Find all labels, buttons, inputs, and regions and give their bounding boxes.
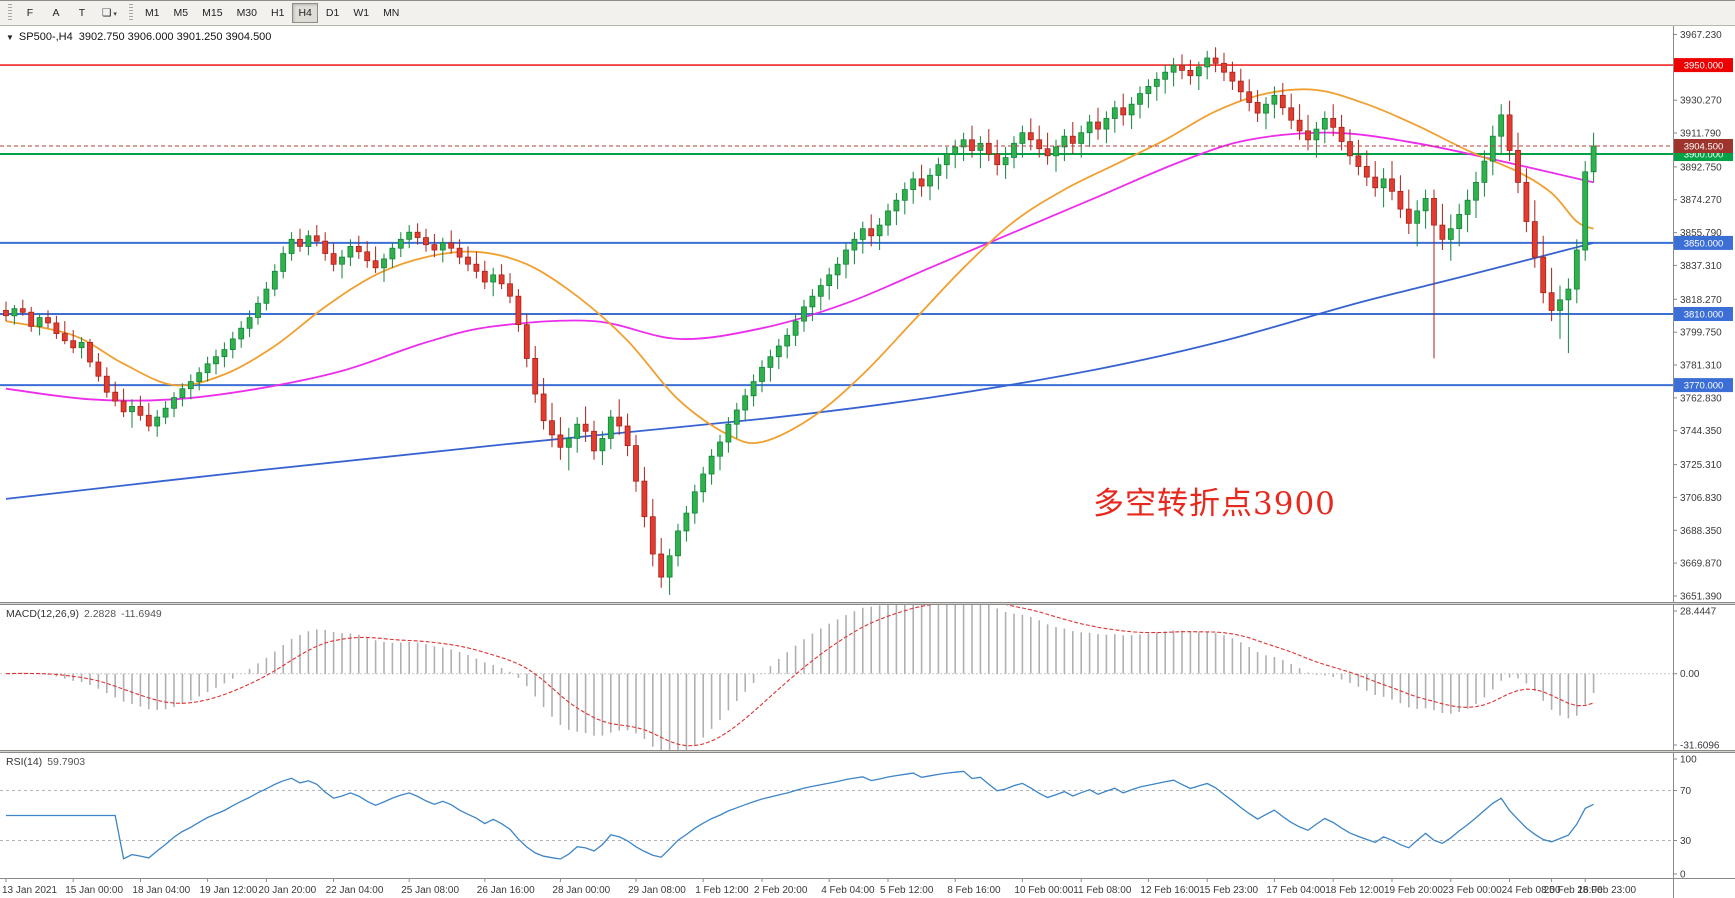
svg-text:3900.000: 3900.000 — [1684, 150, 1724, 161]
macd-pane[interactable] — [0, 597, 1673, 757]
svg-text:12 Feb 16:00: 12 Feb 16:00 — [1140, 885, 1199, 896]
macd-label: MACD(12,26,9) 2.2828 -11.6949 — [6, 608, 162, 620]
svg-text:3950.000: 3950.000 — [1684, 61, 1724, 72]
macd-value-signal: -11.6949 — [121, 608, 162, 620]
chart-canvas[interactable]: 3967.230 3930.270 3911.790 3892.750 3874.270… — [0, 26, 1735, 898]
timeframes-group: M1 M5 M15 M30 H1 H4 D1 W1 MN — [138, 3, 406, 23]
main-toolbar: F A T ❏ ▾ M1 M5 M15 M30 H1 H4 D1 W1 MN — [0, 0, 1735, 26]
svg-text:3892.750: 3892.750 — [1680, 162, 1722, 173]
svg-text:3904.500: 3904.500 — [1684, 142, 1724, 153]
svg-text:0: 0 — [1680, 870, 1686, 881]
svg-text:3688.350: 3688.350 — [1680, 526, 1722, 537]
arrow-tool-button[interactable]: A — [44, 3, 68, 23]
svg-text:15 Feb 23:00: 15 Feb 23:00 — [1199, 885, 1258, 896]
tf-button-m30[interactable]: M30 — [231, 3, 263, 23]
svg-text:24 Feb 08:00: 24 Feb 08:00 — [1502, 885, 1561, 896]
toolbar-grip[interactable] — [128, 4, 133, 22]
svg-text:22 Jan 04:00: 22 Jan 04:00 — [326, 885, 384, 896]
svg-text:15 Jan 00:00: 15 Jan 00:00 — [65, 885, 123, 896]
svg-text:25 Jan 08:00: 25 Jan 08:00 — [401, 885, 459, 896]
svg-text:11 Feb 08:00: 11 Feb 08:00 — [1073, 885, 1132, 896]
ma-fast — [5, 88, 1594, 445]
tf-button-m15[interactable]: M15 — [196, 3, 228, 23]
rsi-label: RSI(14) 59.7903 — [6, 756, 85, 768]
svg-text:28.4447: 28.4447 — [1680, 607, 1717, 618]
svg-text:18 Jan 04:00: 18 Jan 04:00 — [132, 885, 190, 896]
svg-text:3818.270: 3818.270 — [1680, 295, 1722, 306]
svg-text:17 Feb 04:00: 17 Feb 04:00 — [1266, 885, 1325, 896]
ma-mid — [5, 131, 1594, 402]
main-price-pane[interactable] — [0, 47, 1673, 595]
svg-text:2 Feb 20:00: 2 Feb 20:00 — [754, 885, 808, 896]
svg-text:4 Feb 04:00: 4 Feb 04:00 — [821, 885, 875, 896]
objects-tool-button[interactable]: ❏ ▾ — [96, 3, 123, 23]
svg-text:8 Feb 16:00: 8 Feb 16:00 — [947, 885, 1001, 896]
tf-button-h1[interactable]: H1 — [265, 3, 290, 23]
svg-text:3706.830: 3706.830 — [1680, 493, 1722, 504]
dropdown-caret-icon: ▾ — [113, 11, 117, 18]
svg-text:23 Feb 00:00: 23 Feb 00:00 — [1443, 885, 1502, 896]
svg-text:25 Feb 16:00: 25 Feb 16:00 — [1544, 885, 1603, 896]
text-tool-button[interactable]: T — [70, 3, 94, 23]
time-axis[interactable]: 13 Jan 2021 15 Jan 00:00 18 Jan 04:00 19 Ja… — [0, 878, 1735, 896]
tools-group: F A T ❏ ▾ — [17, 3, 124, 23]
svg-text:3911.790: 3911.790 — [1680, 129, 1721, 140]
svg-text:3744.350: 3744.350 — [1680, 426, 1722, 437]
file-tool-button[interactable]: F — [18, 3, 42, 23]
symbol-timeframe-label: SP500-,H4 — [18, 31, 73, 43]
svg-text:18 Feb 12:00: 18 Feb 12:00 — [1325, 885, 1384, 896]
svg-text:0.00: 0.00 — [1680, 669, 1700, 680]
toolbar-grip[interactable] — [8, 4, 12, 22]
svg-text:19 Feb 20:00: 19 Feb 20:00 — [1384, 885, 1443, 896]
price-axis[interactable]: 3967.230 3930.270 3911.790 3892.750 3874.270… — [0, 26, 1735, 898]
svg-text:100: 100 — [1680, 755, 1697, 766]
svg-text:5 Feb 12:00: 5 Feb 12:00 — [880, 885, 934, 896]
svg-text:3930.270: 3930.270 — [1680, 96, 1722, 107]
svg-text:3799.750: 3799.750 — [1680, 328, 1722, 339]
ma-slow — [5, 242, 1594, 500]
tf-button-mn[interactable]: MN — [377, 3, 405, 23]
svg-text:13 Jan 2021: 13 Jan 2021 — [2, 885, 57, 896]
chart-annotation-text: 多空转折点3900 — [1093, 486, 1336, 522]
svg-text:3651.390: 3651.390 — [1680, 592, 1722, 603]
svg-text:3874.270: 3874.270 — [1680, 195, 1722, 206]
rsi-pane[interactable] — [0, 770, 1673, 860]
svg-text:1 Feb 12:00: 1 Feb 12:00 — [695, 885, 749, 896]
svg-text:28 Jan 00:00: 28 Jan 00:00 — [552, 885, 610, 896]
svg-text:3837.310: 3837.310 — [1680, 261, 1722, 272]
svg-text:29 Jan 08:00: 29 Jan 08:00 — [628, 885, 686, 896]
svg-text:28 Feb 23:00: 28 Feb 23:00 — [1577, 885, 1636, 896]
svg-text:20 Jan 20:00: 20 Jan 20:00 — [258, 885, 316, 896]
collapse-arrow-icon[interactable]: ▼ — [6, 33, 14, 42]
macd-signal-line — [5, 605, 1594, 747]
rsi-value: 59.7903 — [47, 756, 86, 768]
rsi-name: RSI(14) — [6, 756, 43, 768]
svg-text:3781.310: 3781.310 — [1680, 361, 1722, 372]
svg-text:10 Feb 00:00: 10 Feb 00:00 — [1014, 885, 1073, 896]
ohlc-header: ▼ SP500-,H4 3902.750 3906.000 3901.250 390… — [6, 31, 271, 43]
svg-text:3967.230: 3967.230 — [1680, 30, 1722, 41]
tf-button-m5[interactable]: M5 — [168, 3, 195, 23]
chart-window[interactable]: ▼ SP500-,H4 3902.750 3906.000 3901.250 390… — [0, 26, 1735, 898]
svg-text:3850.000: 3850.000 — [1684, 238, 1724, 249]
svg-text:3762.830: 3762.830 — [1680, 393, 1722, 404]
svg-text:3855.790: 3855.790 — [1680, 228, 1722, 239]
svg-text:26 Jan 16:00: 26 Jan 16:00 — [477, 885, 535, 896]
svg-text:3810.000: 3810.000 — [1684, 310, 1724, 321]
tf-button-m1[interactable]: M1 — [139, 3, 166, 23]
svg-text:19 Jan 12:00: 19 Jan 12:00 — [200, 885, 258, 896]
tf-button-w1[interactable]: W1 — [347, 3, 375, 23]
tf-button-h4[interactable]: H4 — [292, 3, 318, 23]
svg-text:3725.310: 3725.310 — [1680, 460, 1722, 471]
ohlc-values: 3902.750 3906.000 3901.250 3904.500 — [78, 31, 272, 43]
svg-text:3770.000: 3770.000 — [1684, 381, 1724, 392]
tf-button-d1[interactable]: D1 — [320, 3, 345, 23]
macd-value-main: 2.2828 — [83, 608, 117, 620]
svg-text:70: 70 — [1680, 786, 1692, 797]
svg-text:-31.6096: -31.6096 — [1680, 741, 1720, 752]
macd-name: MACD(12,26,9) — [6, 608, 79, 620]
svg-text:3669.870: 3669.870 — [1680, 559, 1722, 570]
rsi-line — [6, 770, 1594, 860]
svg-text:30: 30 — [1680, 836, 1692, 847]
